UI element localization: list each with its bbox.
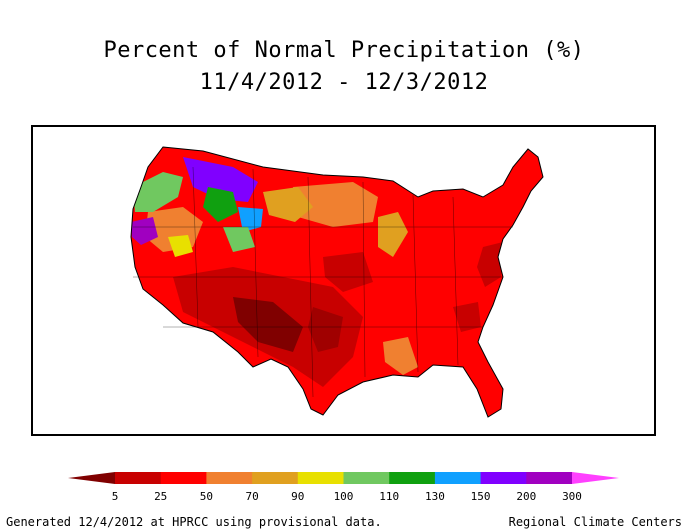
legend-swatch <box>343 472 390 484</box>
legend-bar: 5 25 50 70 90 100 110 130 150 200 300 <box>68 472 619 503</box>
map-frame <box>31 125 656 436</box>
legend-swatch <box>526 472 573 484</box>
us-outline <box>130 146 544 418</box>
legend-label: 100 <box>334 490 354 503</box>
legend-label: 150 <box>471 490 491 503</box>
legend-label: 70 <box>245 490 258 503</box>
legend-label: 130 <box>425 490 445 503</box>
state-borders <box>133 166 513 398</box>
legend-swatch <box>115 472 162 484</box>
map-title: Percent of Normal Precipitation (%) <box>103 38 585 63</box>
legend-label: 50 <box>200 490 213 503</box>
map-date-range: 11/4/2012 - 12/3/2012 <box>199 70 489 95</box>
color-legend: 5 25 50 70 90 100 110 130 150 200 300 <box>0 466 688 506</box>
precipitation-field <box>131 147 543 417</box>
legend-label: 90 <box>291 490 304 503</box>
legend-label: 300 <box>562 490 582 503</box>
legend-arrow-low <box>68 472 115 484</box>
legend-swatch <box>252 472 299 484</box>
legend-label: 5 <box>112 490 119 503</box>
legend-swatch <box>480 472 527 484</box>
legend-swatch <box>297 472 344 484</box>
legend-swatch <box>206 472 253 484</box>
legend-swatch <box>160 472 207 484</box>
source-credit: Regional Climate Centers <box>508 515 682 529</box>
generation-note: Generated 12/4/2012 at HPRCC using provi… <box>6 515 382 529</box>
legend-label: 110 <box>379 490 399 503</box>
legend-swatch <box>389 472 436 484</box>
legend-label: 25 <box>154 490 167 503</box>
legend-swatch <box>434 472 482 484</box>
us-precipitation-map <box>130 146 544 418</box>
legend-arrow-high <box>572 472 619 484</box>
legend-label: 200 <box>516 490 536 503</box>
